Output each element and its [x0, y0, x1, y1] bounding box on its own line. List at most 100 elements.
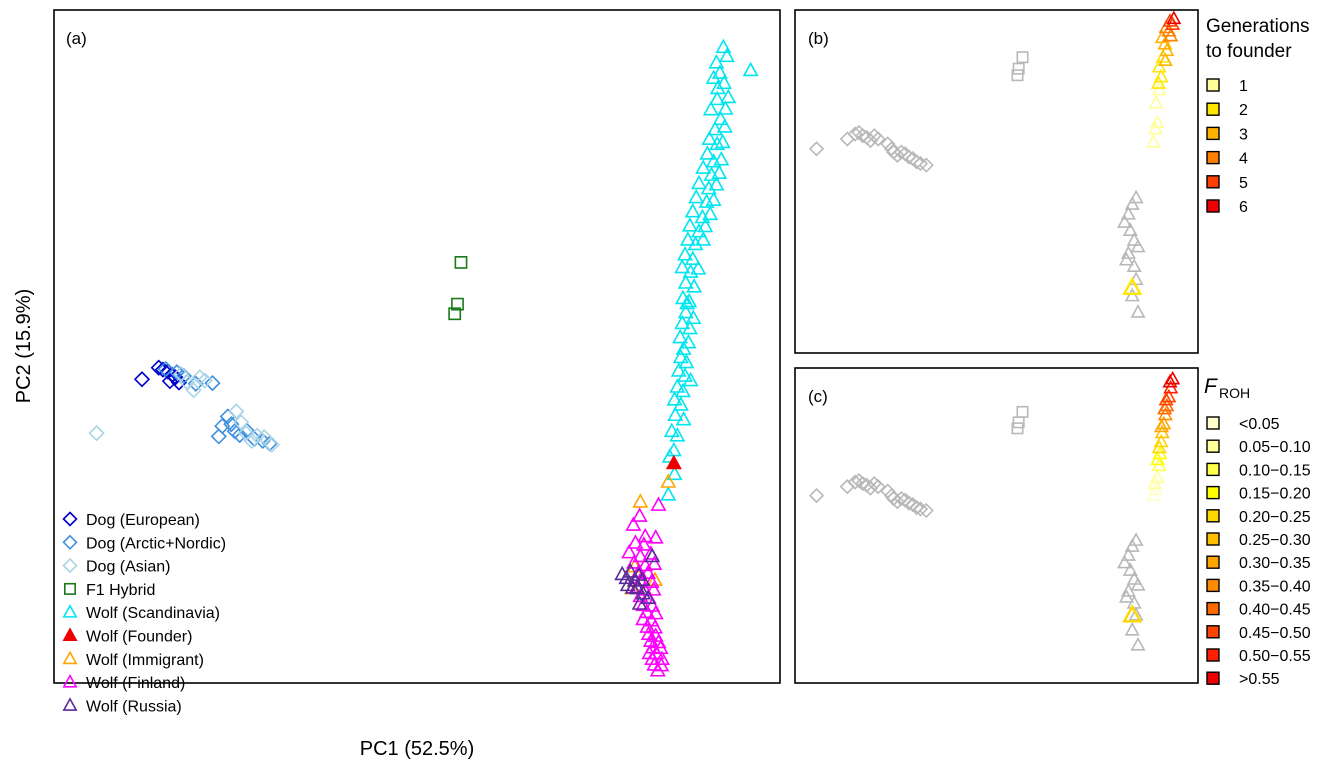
panel-a-point-dog-arctic-nordic [187, 375, 204, 392]
legend-marker-dog-asian [62, 557, 78, 574]
panel-a-point-wolf-scandinavia [684, 203, 701, 218]
panel-a-point-dog-asian [243, 432, 260, 450]
panel-c-point-0-55 [1165, 370, 1181, 385]
panel-b-point-other-samples [1117, 214, 1133, 228]
panel-b-point-founder-highlight [1122, 276, 1143, 296]
panel-c-point-founder-highlight [1122, 604, 1143, 623]
panel-c-point-0-40-0-45 [1157, 400, 1173, 415]
panel-a-point-dog-arctic-nordic [223, 416, 240, 433]
froh-swatch-0-20-0-25 [1206, 509, 1220, 523]
panel-c-point-other-samples [862, 480, 879, 496]
panel-a-point-wolf-scandinavia [679, 231, 696, 246]
panel-c-point-other-samples [912, 501, 929, 517]
legend-marker-dog-european [62, 511, 78, 527]
legend-marker-wolf-scandinavia [62, 604, 78, 618]
panel-b-point-1 [1145, 134, 1161, 148]
panel-a-point-wolf-finland [632, 587, 649, 603]
panel-a-point-wolf-finland [635, 536, 652, 551]
panel-a-point-wolf-scandinavia [690, 222, 707, 238]
panel-c-point-0-05-0-10 [1147, 475, 1163, 490]
panel-a-point-wolf-russia [640, 589, 657, 605]
froh-label-0-45-0-50: 0.45−0.50 [1239, 625, 1311, 642]
panel-a-point-dog-asian [191, 369, 209, 386]
panel-a-point-wolf-scandinavia [661, 448, 678, 463]
panel-a-point-wolf-finland [650, 633, 667, 649]
panel-a-point-dog-european [133, 371, 151, 388]
generations-swatch-6 [1206, 199, 1220, 213]
panel-b-point-other-samples [1130, 238, 1146, 253]
panel-a-point-wolf-finland [642, 632, 659, 648]
panel-b-point-6 [1166, 10, 1182, 25]
panel-a-point-wolf-scandinavia [682, 371, 699, 387]
x-axis-label: PC1 (52.5%) [360, 738, 475, 760]
froh-label-0-20-0-25: 0.20−0.25 [1239, 509, 1311, 526]
froh-swatch-0-25-0-30 [1206, 532, 1220, 546]
panel-b-point-other-samples [889, 147, 906, 163]
froh-swatch-0-35-0-40 [1206, 578, 1220, 593]
generations-legend: Generations to founder 1 2 3 4 5 6 [1206, 16, 1310, 216]
panel-c-point-0-45-0-50 [1161, 388, 1177, 403]
froh-swatch-0-05 [1206, 416, 1220, 430]
froh-swatch-0-15-0-20 [1206, 485, 1220, 500]
panel-b-point-2 [1151, 58, 1167, 73]
panel-c-marks [808, 370, 1181, 651]
panel-b-tag: (b) [808, 29, 829, 48]
panel-a-point-wolf-finland [626, 554, 643, 569]
froh-swatch-0-45-0-50 [1206, 625, 1220, 639]
legend-marker-wolf-immigrant [62, 650, 78, 665]
panel-a-point-wolf-scandinavia [677, 303, 694, 319]
panel-c-point-other-samples [1130, 636, 1146, 651]
panel-a-point-wolf-scandinavia [681, 217, 698, 232]
panel-a-point-wolf-scandinavia [717, 100, 734, 115]
froh-swatch-0-05-0-10 [1206, 439, 1220, 453]
panel-a-point-wolf-russia [631, 595, 648, 610]
panel-c-point-0-15-0-20 [1150, 451, 1166, 466]
panel-a-point-wolf-finland [647, 604, 664, 620]
froh-label-0-50-0-55: 0.50−0.55 [1239, 648, 1311, 665]
panel-a-point-wolf-scandinavia [681, 292, 698, 308]
froh-label-0-30-0-35: 0.30−0.35 [1239, 555, 1311, 572]
froh-label-0-55: >0.55 [1239, 671, 1280, 688]
generations-swatch-4 [1206, 150, 1220, 165]
generations-legend-title-line1: Generations [1206, 16, 1310, 37]
panel-b-point-other-samples [808, 141, 825, 157]
panel-b-point-other-samples [855, 128, 871, 144]
legend-marker-f1-hybrid [64, 582, 77, 595]
panel-a-point-wolf-finland [647, 529, 664, 544]
panel-a-point-dog-arctic-nordic [210, 428, 227, 445]
panel-a-marks [88, 38, 759, 677]
panel-a-point-wolf-finland [644, 650, 661, 666]
panel-a-point-wolf-scandinavia [709, 135, 726, 151]
panel-a-point-dog-arctic-nordic [157, 360, 174, 378]
panel-a-point-wolf-finland [631, 507, 648, 522]
panel-c-point-0-45-0-50 [1158, 391, 1174, 406]
panel-b-point-3 [1157, 52, 1173, 66]
panel-a-point-wolf-scandinavia [711, 164, 728, 180]
panel-b-point-3 [1154, 29, 1170, 44]
panel-a-point-wolf-scandinavia [718, 47, 735, 63]
panel-c-point-other-samples [901, 495, 917, 511]
froh-swatch-0-40-0-45 [1206, 601, 1220, 616]
legend-label-dog-asian: Dog (Asian) [86, 559, 170, 576]
panel-a-point-wolf-scandinavia [702, 100, 719, 116]
panel-a-point-dog-asian [228, 403, 245, 420]
froh-label-0-10-0-15: 0.10−0.15 [1239, 462, 1311, 479]
group-legend: Dog (European) Dog (Arctic+Nordic) Dog (As… [62, 511, 226, 715]
legend-marker-dog-arctic-nordic [62, 534, 78, 550]
froh-swatch-0-55 [1206, 671, 1220, 685]
legend-marker-wolf-founder [62, 627, 78, 641]
panel-a-tag: (a) [66, 29, 87, 48]
generations-label-6: 6 [1239, 199, 1248, 216]
panel-a-point-wolf-scandinavia [715, 38, 732, 54]
panel-a-point-wolf-scandinavia [677, 367, 694, 382]
panel-c-point-0-20-0-25 [1153, 433, 1169, 448]
panel-a-point-wolf-finland [640, 564, 657, 579]
panel-a-point-wolf-scandinavia [672, 348, 689, 364]
panel-a-point-dog-arctic-nordic [168, 364, 186, 381]
generations-swatch-1 [1206, 78, 1220, 92]
panel-c-point-0-20-0-25 [1151, 439, 1167, 454]
panel-b-point-other-samples [1120, 206, 1136, 220]
generations-swatch-3 [1206, 126, 1220, 141]
panel-c-point-other-samples [1118, 589, 1135, 603]
panel-c-point-0-05 [1145, 487, 1161, 502]
